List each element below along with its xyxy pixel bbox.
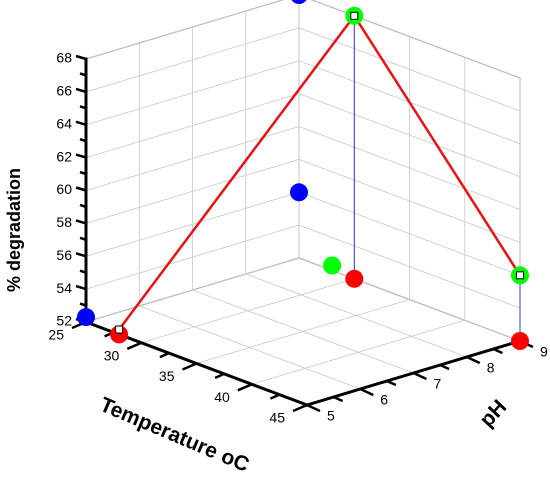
x-minor-tick	[214, 372, 225, 380]
y-major-tick	[466, 355, 481, 365]
side-wall-projection-point	[291, 0, 307, 4]
z-tick-label: 58	[56, 214, 72, 230]
z-minor-tick	[79, 236, 87, 241]
x-tick-label: 35	[159, 368, 175, 384]
z-minor-tick	[79, 170, 87, 176]
x-tick-label: 25	[48, 327, 64, 343]
y-minor-tick	[439, 363, 450, 371]
chart-axes	[84, 57, 522, 407]
y-minor-tick	[333, 395, 344, 403]
z-tick-label: 60	[56, 181, 72, 197]
x-minor-tick	[269, 393, 280, 400]
x-major-tick	[182, 362, 197, 371]
x-tick-label: 30	[104, 348, 120, 364]
z-major-tick	[75, 120, 87, 126]
y-tick-label: 8	[487, 360, 495, 376]
chart-gridlines	[85, 0, 521, 406]
z-tick-label: 68	[56, 50, 72, 66]
z-minor-tick	[79, 138, 87, 143]
y-minor-tick	[492, 347, 503, 355]
floor-gridline	[192, 289, 414, 374]
side-wall-projection-point	[77, 308, 95, 327]
z-major-tick	[75, 54, 87, 61]
z-minor-tick	[79, 203, 87, 209]
data-point-marker	[350, 11, 359, 20]
data-point-marker	[115, 325, 124, 334]
x-major-tick	[126, 341, 142, 350]
z-major-tick	[75, 153, 87, 159]
z-tick-label: 52	[56, 313, 72, 329]
z-tick-label: 56	[56, 247, 72, 263]
y-major-tick	[412, 371, 428, 381]
x-major-tick	[237, 383, 253, 392]
y-tick-label: 5	[327, 408, 335, 424]
chart-points	[77, 0, 529, 350]
z-tick-label: 66	[56, 83, 72, 99]
x-tick-label: 40	[214, 389, 230, 405]
z-major-tick	[75, 186, 87, 192]
y-minor-tick	[386, 379, 397, 387]
z-minor-tick	[79, 105, 87, 110]
x-tick-label: 45	[269, 410, 285, 426]
y-tick-label: 7	[434, 376, 442, 392]
data-point-marker	[516, 271, 524, 280]
y-tick-label: 6	[380, 392, 388, 408]
z-axis-title: % degradation	[4, 168, 24, 292]
z-major-tick	[75, 219, 87, 225]
floor-projection-point	[511, 332, 529, 350]
y-tick-label: 9	[540, 344, 548, 360]
floor-projection-point	[110, 325, 129, 344]
series-line	[118, 14, 522, 331]
y-axis-title: pH	[475, 395, 511, 431]
floor-gridline	[245, 273, 467, 358]
z-major-tick	[75, 87, 87, 94]
chart-connector-line	[118, 14, 522, 331]
x-minor-tick	[159, 351, 170, 359]
z-tick-label: 62	[56, 148, 72, 164]
chart-walls	[84, 0, 522, 406]
z-minor-tick	[79, 269, 87, 274]
y-major-tick	[359, 387, 374, 397]
z-minor-tick	[79, 72, 87, 77]
floor-projection-point	[345, 269, 364, 288]
x-major-tick	[292, 403, 308, 413]
z-major-tick	[75, 284, 87, 291]
chart-drop-lines	[118, 15, 521, 341]
x-axis-title: TemperatureoC	[97, 393, 253, 477]
back-wall-projection-point	[323, 256, 342, 275]
z-major-tick	[75, 252, 87, 258]
z-minor-tick	[79, 302, 87, 307]
z-tick-label: 54	[56, 280, 72, 296]
y-major-tick	[306, 403, 321, 413]
z-tick-label: 64	[56, 116, 72, 132]
floor-gridline	[139, 305, 361, 390]
side-wall-projection-point	[290, 183, 308, 202]
